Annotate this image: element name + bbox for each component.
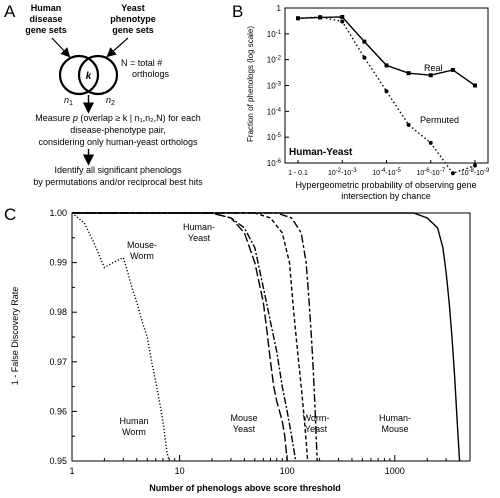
panel-c-y-tick-label: 1.00 <box>49 208 67 218</box>
venn-circle-left <box>58 54 100 96</box>
panel-c-line-human-yeast <box>72 212 309 462</box>
panel-b-marker-permuted <box>428 140 433 145</box>
arrow-right-set <box>106 37 129 58</box>
panel-b-x-tick-label: 10-2-10-3 <box>328 168 357 177</box>
panel-b-marker-real <box>384 63 389 68</box>
panel-c-xlabel: Number of phenologs above score threshol… <box>149 483 341 493</box>
panel-b-y-tick-label: 10-4 <box>267 107 282 116</box>
panel-b-chart: 1 10-1 10-2 10-3 10-4 10-5 10-6 1 - 0.1 10-2-10-… <box>246 4 490 201</box>
panel-b-corner-label: Human-Yeast <box>289 147 353 158</box>
panel-b-x-tick-label: 1 - 0.1 <box>288 170 308 177</box>
panel-b-series <box>296 14 477 176</box>
panel-c-series-labels: HumanWormMouseYeastMouse-WormHuman-Yeast… <box>119 222 411 437</box>
panel-b-marker-real <box>406 71 411 76</box>
panel-b-y-tick-label: 10-2 <box>267 56 282 65</box>
panel-b-marker-real <box>473 83 477 88</box>
panel-b-marker-real <box>340 14 345 19</box>
panel-c-series <box>71 212 461 462</box>
panel-c-series-label-worm-yeast: Yeast <box>305 424 328 434</box>
panel-b-line-real <box>297 16 476 87</box>
panel-b-marker-real <box>450 67 455 72</box>
panel-a-diagram: Human disease gene sets Yeast phenotype … <box>25 3 203 187</box>
panel-b-marker-permuted <box>406 122 411 127</box>
arrow-left-set <box>51 37 71 58</box>
left-set-line-1: Human <box>31 3 62 13</box>
panel-c-series-label-human-yeast: Yeast <box>188 233 211 243</box>
panel-c-line-worm-yeast <box>72 212 318 462</box>
panel-label-a: A <box>4 2 16 21</box>
panel-c-chart: 1.00 0.99 0.98 0.97 0.96 0.951 10 100 1000 Human… <box>10 208 471 493</box>
panel-c-series-label-human-mouse: Mouse <box>381 424 408 434</box>
panel-b-xlabel-line-2: intersection by chance <box>341 191 431 201</box>
panel-c-series-label-mouse-yeast: Mouse <box>230 413 257 423</box>
panel-b-axes: 1 10-1 10-2 10-3 10-4 10-5 10-6 1 - 0.1 10-2-10-… <box>267 4 490 177</box>
panel-b-marker-real <box>362 39 367 44</box>
panel-c-x-tick-label: 10 <box>175 466 185 476</box>
panel-b-marker-permuted <box>450 171 455 176</box>
panel-c-line-human-mouse <box>72 212 461 462</box>
measure-line-1: Measure p (overlap ≥ k | n₁,n₂,N) for ea… <box>35 113 200 123</box>
panel-c-y-tick-label: 0.95 <box>49 456 67 466</box>
panel-c-line-mouse-worm <box>72 212 297 462</box>
panel-c-series-label-mouse-yeast: Yeast <box>233 424 256 434</box>
panel-c-series-label-human-mouse: Human- <box>379 413 411 423</box>
panel-c-series-label-mouse-worm: Worm <box>130 251 154 261</box>
panel-b-y-tick-label: 10-1 <box>267 30 282 39</box>
panel-b-line-permuted <box>297 16 476 175</box>
panel-b-x-tick-label: 10-4-10-5 <box>372 168 401 177</box>
panel-b-series-label-permuted: Permuted <box>420 115 459 125</box>
panel-b-marker-permuted <box>384 89 389 94</box>
panel-b-marker-real <box>428 73 433 78</box>
measure-line-3: considering only human-yeast orthologs <box>38 137 198 147</box>
right-set-line-2: phenotype <box>110 14 156 24</box>
panel-label-b: B <box>232 2 243 21</box>
panel-b-marker-permuted <box>340 19 345 24</box>
measure-line-2: disease-phenotype pair, <box>70 125 166 135</box>
right-set-line-1: Yeast <box>121 3 145 13</box>
panel-c-y-tick-label: 0.99 <box>49 258 67 268</box>
panel-c-x-tick-label: 1000 <box>385 466 405 476</box>
panel-c-series-label-human-worm: Human <box>119 416 148 426</box>
panel-b-marker-permuted <box>296 16 300 21</box>
panel-b-x-tick-label: 10-6-10-7 <box>416 168 445 177</box>
panel-c-series-label-human-yeast: Human- <box>183 222 215 232</box>
venn-n1-label: n1 <box>64 95 73 107</box>
left-set-line-3: gene sets <box>25 25 67 35</box>
identify-line-1: Identify all significant phenologs <box>54 165 182 175</box>
venn-k-label: k <box>86 71 92 82</box>
panel-b-series-label-real: Real <box>424 63 443 73</box>
panel-c-x-tick-label: 100 <box>280 466 295 476</box>
panel-b-ylabel: Fraction of phenologs (log scale) <box>246 26 255 142</box>
panel-c-series-label-human-worm: Worm <box>122 427 146 437</box>
panel-b-y-tick-label: 10-5 <box>267 133 282 142</box>
panel-b-y-tick-label: 1 <box>277 4 282 13</box>
panel-label-c: C <box>4 205 16 224</box>
venn-n2-label: n2 <box>106 95 115 107</box>
panel-b-y-tick-label: 10-6 <box>267 159 282 168</box>
panel-b-y-tick-label: 10-3 <box>267 82 282 91</box>
panel-b-marker-permuted <box>318 14 323 19</box>
panel-c-x-tick-label: 1 <box>69 466 74 476</box>
panel-c-ylabel: 1 - False Discovery Rate <box>10 287 20 386</box>
left-set-line-2: disease <box>29 14 62 24</box>
right-set-line-3: gene sets <box>112 25 154 35</box>
panel-b-x-tick-label: 10-8-10-9 <box>461 168 490 177</box>
total-orthologs-line-1: N = total # <box>121 58 162 68</box>
panel-c-y-tick-label: 0.98 <box>49 307 67 317</box>
total-orthologs-line-2: orthologs <box>132 69 170 79</box>
panel-b-marker-permuted <box>473 163 477 168</box>
panel-c-y-tick-label: 0.97 <box>49 357 67 367</box>
panel-c-series-label-mouse-worm: Mouse- <box>127 240 157 250</box>
panel-c-axes: 1.00 0.99 0.98 0.97 0.96 0.951 10 100 1000 <box>49 208 471 476</box>
venn-circle-right <box>77 54 119 96</box>
panel-c-series-label-worm-yeast: Worm- <box>303 413 330 423</box>
panel-b-marker-permuted <box>362 55 367 60</box>
panel-c-y-tick-label: 0.96 <box>49 406 67 416</box>
identify-line-2: by permutations and/or reciprocal best h… <box>33 177 203 187</box>
panel-b-plot-frame <box>284 7 489 164</box>
panel-b-xlabel-line-1: Hypergeometric probability of observing … <box>295 180 476 190</box>
